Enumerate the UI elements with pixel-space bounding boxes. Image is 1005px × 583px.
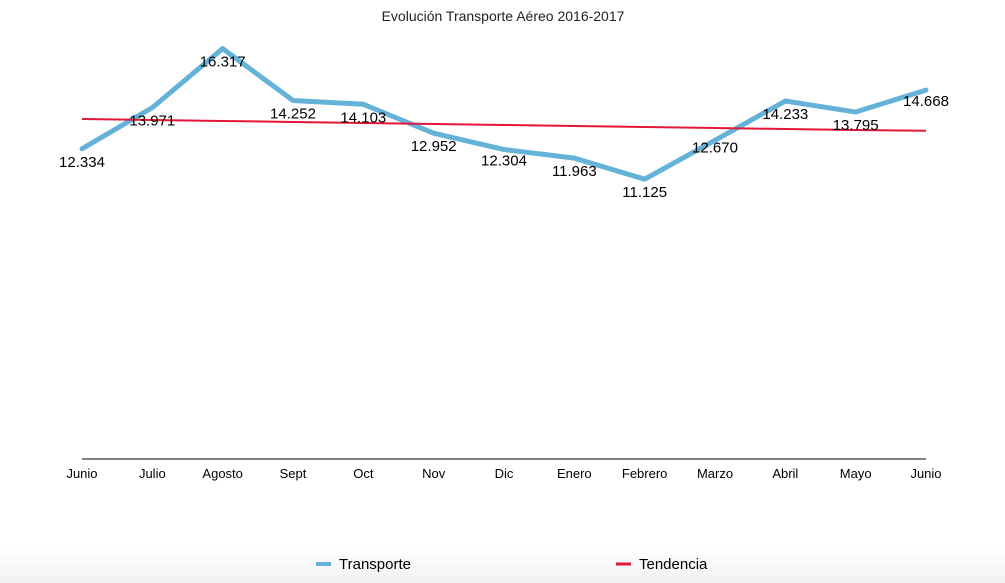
data-label: 14.668: [903, 93, 949, 110]
x-tick-label: Dic: [495, 466, 514, 481]
x-tick-label: Abril: [772, 466, 798, 481]
legend: Transporte Tendencia: [316, 556, 708, 573]
data-label: 11.125: [622, 184, 667, 201]
x-tick-label: Nov: [422, 466, 446, 481]
x-axis: Junio Julio Agosto Sept Oct Nov Dic Enero Febrer…: [66, 458, 942, 481]
x-tick-label: Junio: [910, 466, 941, 481]
x-tick-label: Sept: [280, 466, 307, 481]
data-label: 16.317: [200, 54, 246, 71]
chart-title: Evolución Transporte Aéreo 2016-2017: [382, 8, 625, 24]
data-label: 12.334: [59, 154, 105, 171]
x-tick-label: Enero: [557, 466, 592, 481]
x-tick-label: Julio: [139, 466, 166, 481]
data-label: 13.795: [833, 117, 879, 134]
data-label: 12.670: [692, 139, 738, 156]
data-label: 12.304: [481, 153, 527, 170]
data-label: 14.252: [270, 106, 316, 123]
x-tick-label: Marzo: [697, 466, 733, 481]
legend-label: Transporte: [339, 556, 411, 573]
x-tick-label: Oct: [353, 466, 374, 481]
x-tick-label: Junio: [66, 466, 97, 481]
legend-label: Tendencia: [639, 556, 708, 573]
data-label: 14.233: [762, 106, 808, 123]
x-tick-label: Mayo: [840, 466, 872, 481]
data-label: 14.103: [340, 109, 386, 126]
data-label: 12.952: [411, 138, 457, 155]
bottom-fade: [0, 548, 1005, 583]
data-labels: 12.334 13.971 16.317 14.252 14.103 12.952 12.3…: [59, 54, 949, 202]
x-tick-label: Agosto: [202, 466, 242, 481]
series-group: [79, 46, 929, 182]
series-line-tendencia: [81, 117, 927, 132]
legend-item-transporte: Transporte: [316, 556, 411, 573]
data-label: 13.971: [129, 113, 175, 130]
x-tick-label: Febrero: [622, 466, 668, 481]
legend-item-tendencia: Tendencia: [616, 556, 708, 573]
data-label: 11.963: [552, 163, 597, 180]
